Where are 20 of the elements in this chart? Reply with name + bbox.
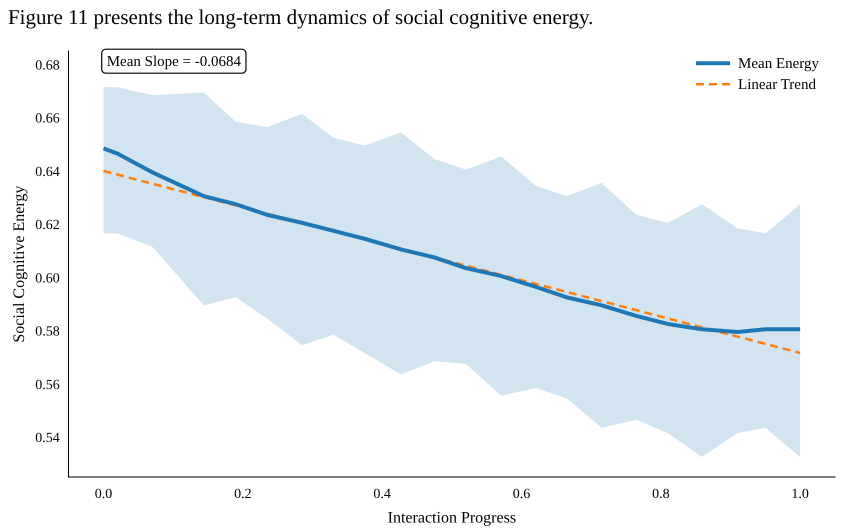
- x-tick-label: 0.0: [94, 487, 112, 502]
- y-axis-title: Social Cognitive Energy: [10, 186, 28, 343]
- y-tick-label: 0.54: [35, 431, 60, 446]
- legend-label: Mean Energy: [738, 56, 820, 72]
- legend-label: Linear Trend: [738, 77, 816, 94]
- y-tick-label: 0.56: [35, 378, 60, 393]
- y-tick-label: 0.60: [35, 271, 60, 286]
- x-axis-title: Interaction Progress: [388, 510, 516, 527]
- y-tick-label: 0.68: [35, 58, 60, 74]
- y-tick-label: 0.58: [35, 324, 60, 340]
- x-tick-label: 0.6: [512, 487, 530, 502]
- chart-title: Figure 11 presents the long-term dynamics of social cognitive energy.: [8, 5, 594, 30]
- x-tick-label: 0.2: [234, 487, 252, 502]
- x-tick-label: 0.8: [652, 487, 670, 502]
- x-tick-label: 1.0: [791, 487, 809, 502]
- x-tick-label: 0.4: [373, 487, 391, 502]
- y-tick-label: 0.62: [35, 218, 60, 234]
- y-tick-label: 0.66: [35, 112, 60, 127]
- annotation: Mean Slope = -0.0684: [106, 54, 242, 70]
- y-tick-label: 0.64: [35, 164, 60, 180]
